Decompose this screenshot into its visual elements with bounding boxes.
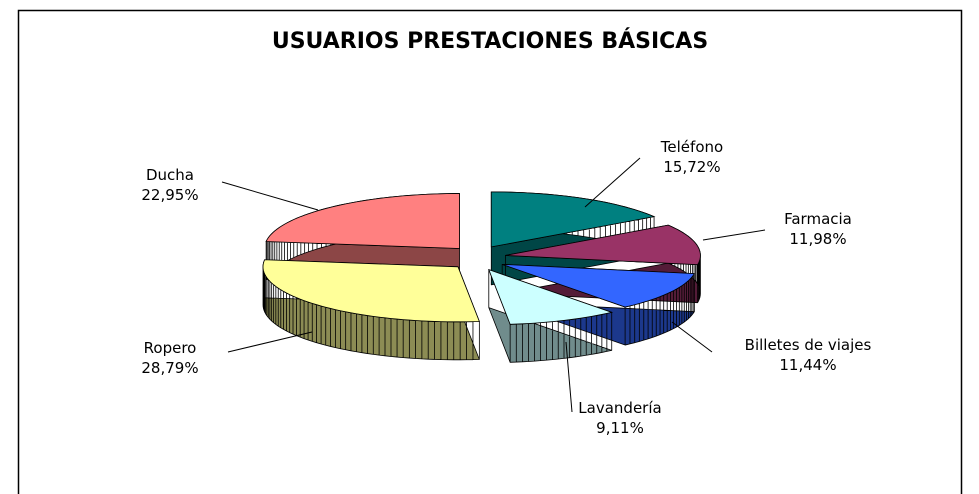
slice-label: Billetes de viajes xyxy=(745,336,872,354)
slice xyxy=(262,259,480,323)
leader-line xyxy=(584,157,641,208)
slice xyxy=(490,191,656,248)
leader-line xyxy=(671,321,713,353)
slice-value-label: 28,79% xyxy=(141,359,198,377)
slice-label: Teléfono xyxy=(660,138,723,156)
leader-line xyxy=(702,229,766,241)
slice-value-label: 9,11% xyxy=(596,419,644,437)
leader-line xyxy=(565,341,573,413)
chart-frame xyxy=(17,9,963,494)
leader-line xyxy=(221,181,319,211)
chart-title: USUARIOS PRESTACIONES BÁSICAS xyxy=(272,28,708,54)
leader-line xyxy=(227,331,313,353)
slice xyxy=(488,268,614,325)
slice-label: Farmacia xyxy=(784,210,852,228)
slice-value-label: 11,98% xyxy=(789,230,846,248)
slice-label: Lavandería xyxy=(578,399,661,417)
leader-lines xyxy=(221,157,766,413)
slice-value-label: 22,95% xyxy=(141,186,198,204)
pie xyxy=(262,191,701,363)
slice-label: Ducha xyxy=(146,166,194,184)
slice xyxy=(265,193,460,249)
slice-label: Ropero xyxy=(144,339,197,357)
slice xyxy=(505,224,701,266)
slice xyxy=(502,263,696,308)
slice-value-label: 15,72% xyxy=(663,158,720,176)
slice-value-label: 11,44% xyxy=(779,356,836,374)
